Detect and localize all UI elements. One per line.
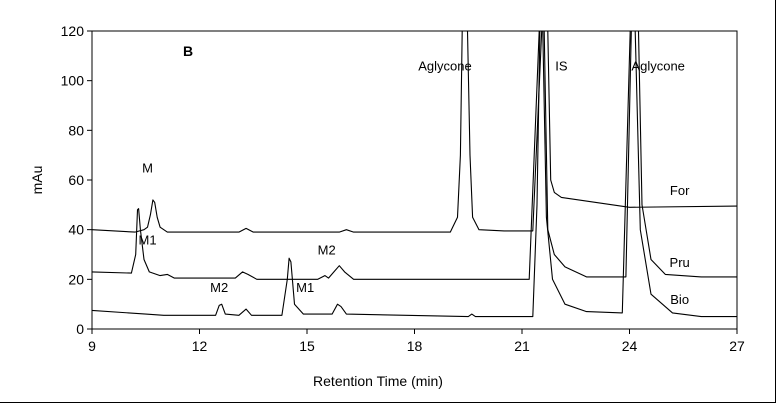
x-tick-label: 18 xyxy=(407,338,423,354)
y-tick-label: 20 xyxy=(68,271,84,287)
y-tick-label: 80 xyxy=(68,122,84,138)
peak-annotation: Aglycone xyxy=(418,59,471,74)
peak-annotation: M1 xyxy=(139,233,157,248)
series-group xyxy=(92,31,737,318)
series-line-pru xyxy=(92,31,737,280)
x-tick-label: 21 xyxy=(514,338,530,354)
panel-label: B xyxy=(183,43,193,59)
peak-annotation: M2 xyxy=(318,243,336,258)
peak-annotation: M xyxy=(142,161,153,176)
x-tick-label: 27 xyxy=(729,338,745,354)
peak-annotation: Bio xyxy=(670,292,689,307)
peak-annotation: Pru xyxy=(670,255,690,270)
peak-annotation: M2 xyxy=(210,280,228,295)
annotations-group: M M1 M2 M1 M2 Aglycone IS Aglycone For Pru Bio xyxy=(139,59,691,307)
x-tick-label: 24 xyxy=(622,338,638,354)
peak-annotation: M1 xyxy=(296,280,314,295)
x-tick-label: 9 xyxy=(88,338,96,354)
axes-group: 9 12 15 18 21 24 27 0 20 40 60 80 100 120 xyxy=(61,23,745,354)
y-tick-label: 120 xyxy=(61,23,85,39)
y-tick-label: 0 xyxy=(76,321,84,337)
x-axis-title: Retention Time (min) xyxy=(313,373,443,389)
peak-annotation: IS xyxy=(555,59,568,74)
peak-annotation: Aglycone xyxy=(631,59,684,74)
y-tick-label: 40 xyxy=(68,222,84,238)
plot-area xyxy=(91,30,738,330)
series-line-for xyxy=(92,31,737,233)
y-tick-label: 100 xyxy=(61,73,85,89)
y-tick-label: 60 xyxy=(68,172,84,188)
series-line-bio xyxy=(92,31,737,318)
peak-annotation: For xyxy=(670,183,690,198)
y-axis-title: mAu xyxy=(29,166,45,195)
x-tick-label: 12 xyxy=(192,338,208,354)
x-tick-label: 15 xyxy=(299,338,315,354)
